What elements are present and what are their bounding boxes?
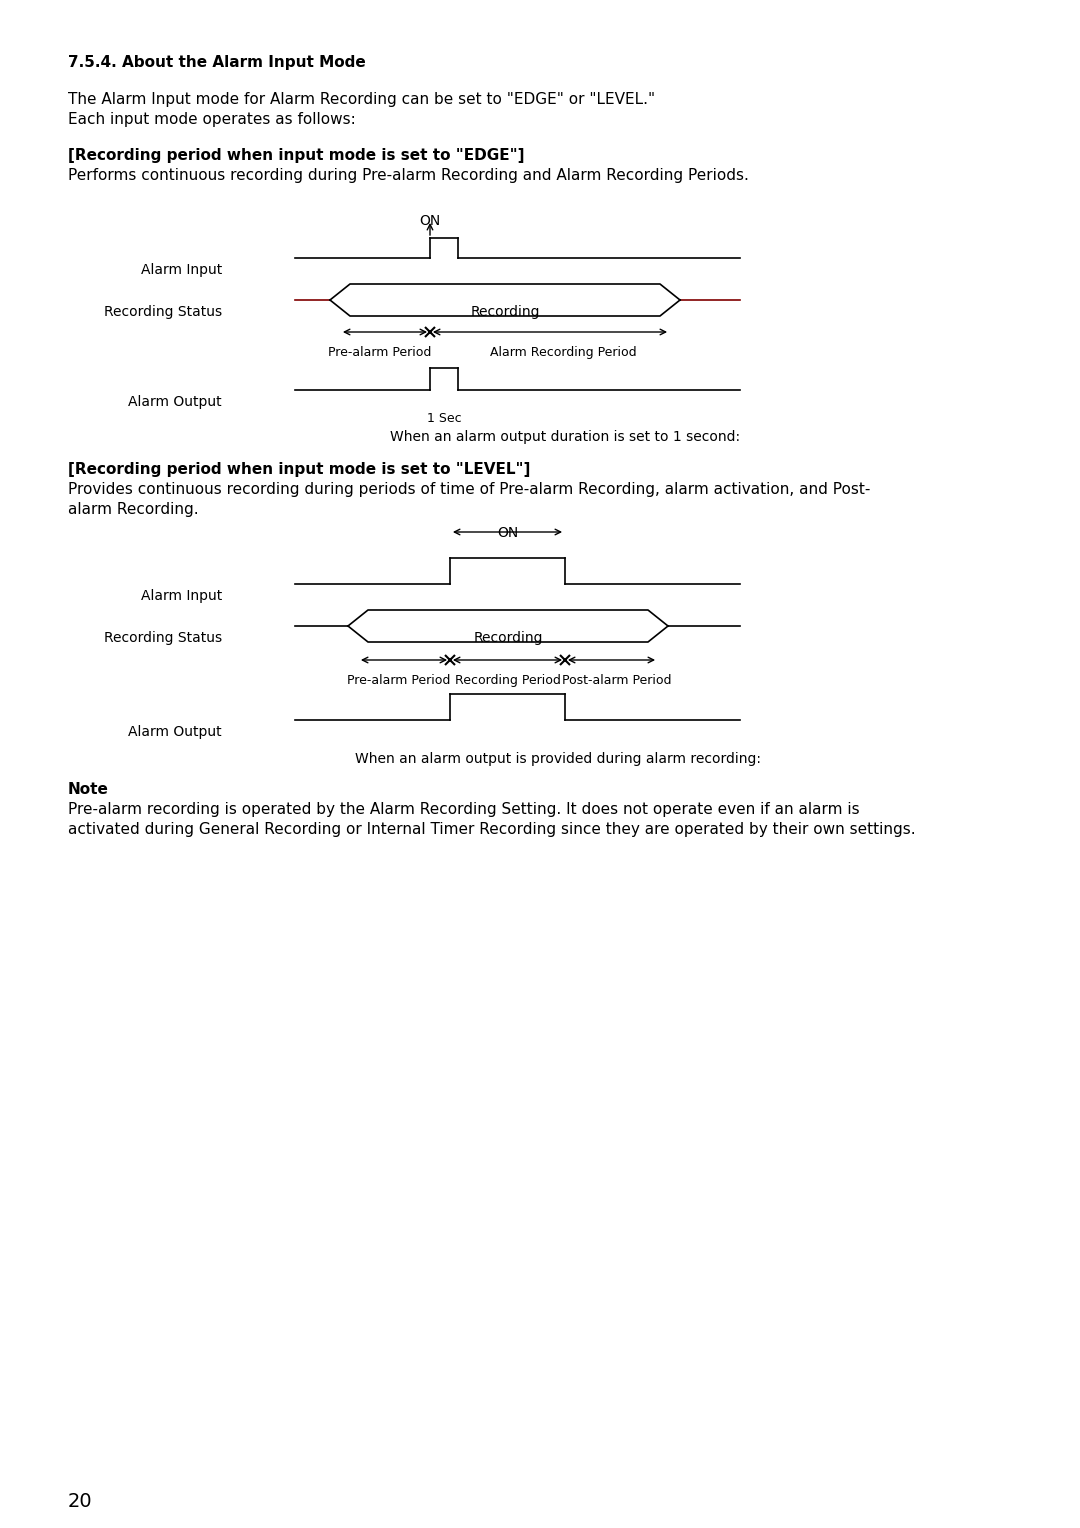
Text: Provides continuous recording during periods of time of Pre-alarm Recording, ala: Provides continuous recording during per… — [68, 481, 870, 497]
Text: Pre-alarm recording is operated by the Alarm Recording Setting. It does not oper: Pre-alarm recording is operated by the A… — [68, 802, 860, 817]
Text: [Recording period when input mode is set to "LEVEL"]: [Recording period when input mode is set… — [68, 461, 530, 477]
Text: 7.5.4. About the Alarm Input Mode: 7.5.4. About the Alarm Input Mode — [68, 55, 366, 70]
Text: Recording Period: Recording Period — [455, 674, 561, 688]
Text: Recording Status: Recording Status — [104, 306, 222, 319]
Text: Alarm Output: Alarm Output — [129, 724, 222, 740]
Text: Alarm Recording Period: Alarm Recording Period — [489, 345, 636, 359]
Text: ON: ON — [497, 526, 518, 539]
Text: When an alarm output duration is set to 1 second:: When an alarm output duration is set to … — [390, 429, 740, 445]
Text: Each input mode operates as follows:: Each input mode operates as follows: — [68, 112, 355, 127]
Text: Recording: Recording — [470, 306, 540, 319]
Text: Recording Status: Recording Status — [104, 631, 222, 645]
Text: 20: 20 — [68, 1491, 93, 1511]
Text: When an alarm output is provided during alarm recording:: When an alarm output is provided during … — [355, 752, 761, 766]
Text: Pre-alarm Period: Pre-alarm Period — [328, 345, 432, 359]
Text: alarm Recording.: alarm Recording. — [68, 503, 199, 516]
Text: Recording: Recording — [473, 631, 543, 645]
Text: 1 Sec: 1 Sec — [427, 413, 461, 425]
Text: Pre-alarm Period: Pre-alarm Period — [348, 674, 450, 688]
Text: Alarm Output: Alarm Output — [129, 396, 222, 410]
Text: [Recording period when input mode is set to "EDGE"]: [Recording period when input mode is set… — [68, 148, 525, 163]
Text: activated during General Recording or Internal Timer Recording since they are op: activated during General Recording or In… — [68, 822, 916, 837]
Text: Alarm Input: Alarm Input — [140, 263, 222, 277]
Text: The Alarm Input mode for Alarm Recording can be set to "EDGE" or "LEVEL.": The Alarm Input mode for Alarm Recording… — [68, 92, 656, 107]
Text: Post-alarm Period: Post-alarm Period — [562, 674, 672, 688]
Text: Alarm Input: Alarm Input — [140, 588, 222, 604]
Text: Note: Note — [68, 782, 109, 798]
Text: ON: ON — [419, 214, 441, 228]
Text: Performs continuous recording during Pre-alarm Recording and Alarm Recording Per: Performs continuous recording during Pre… — [68, 168, 748, 183]
